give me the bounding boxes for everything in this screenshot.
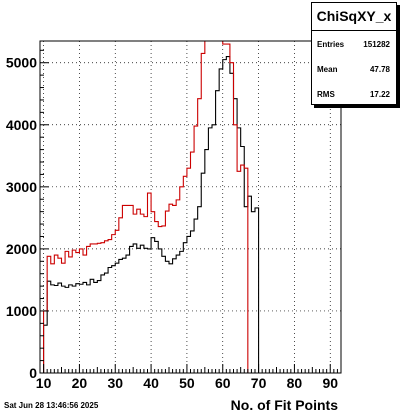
x-axis-title: No. of Fit Points xyxy=(231,397,339,413)
y-tick-label: 4000 xyxy=(6,117,37,133)
histogram-series xyxy=(40,41,341,373)
stats-entries-label: Entries xyxy=(317,40,345,49)
y-tick-label: 5000 xyxy=(6,55,37,71)
stats-rms-value: 17.22 xyxy=(369,90,390,99)
stats-mean-value: 47.78 xyxy=(369,65,390,74)
stats-title: ChiSqXY_x xyxy=(312,3,396,31)
y-axis-ticks: 0 1000 2000 3000 4000 5000 xyxy=(6,49,49,381)
stats-row-entries: Entries 151282 xyxy=(312,31,396,56)
stats-rms-label: RMS xyxy=(317,90,335,99)
stats-mean-label: Mean xyxy=(317,65,338,74)
x-tick-label: 10 xyxy=(36,375,52,391)
histogram-series-2 xyxy=(40,41,341,373)
y-tick-label: 0 xyxy=(29,365,37,381)
x-tick-label: 20 xyxy=(72,375,88,391)
x-tick-label: 30 xyxy=(107,375,123,391)
y-tick-label: 1000 xyxy=(6,303,37,319)
y-tick-label: 3000 xyxy=(6,179,37,195)
plot-frame xyxy=(39,40,342,374)
stats-box: ChiSqXY_x Entries 151282 Mean 47.78 RMS … xyxy=(311,2,397,105)
x-tick-label: 60 xyxy=(215,375,231,391)
stats-row-mean: Mean 47.78 xyxy=(312,56,396,81)
x-tick-label: 70 xyxy=(251,375,267,391)
x-tick-label: 40 xyxy=(143,375,159,391)
stats-row-rms: RMS 17.22 xyxy=(312,81,396,106)
x-tick-label: 50 xyxy=(179,375,195,391)
x-tick-label: 90 xyxy=(322,375,338,391)
y-tick-label: 2000 xyxy=(6,241,37,257)
histogram-series-1 xyxy=(40,55,341,373)
footer-timestamp: Sat Jun 28 13:46:56 2025 xyxy=(4,401,99,410)
x-axis-ticks: 10 20 30 40 50 60 70 80 90 xyxy=(36,364,342,391)
stats-entries-value: 151282 xyxy=(363,40,390,49)
grid-lines xyxy=(40,41,341,374)
x-tick-label: 80 xyxy=(287,375,303,391)
